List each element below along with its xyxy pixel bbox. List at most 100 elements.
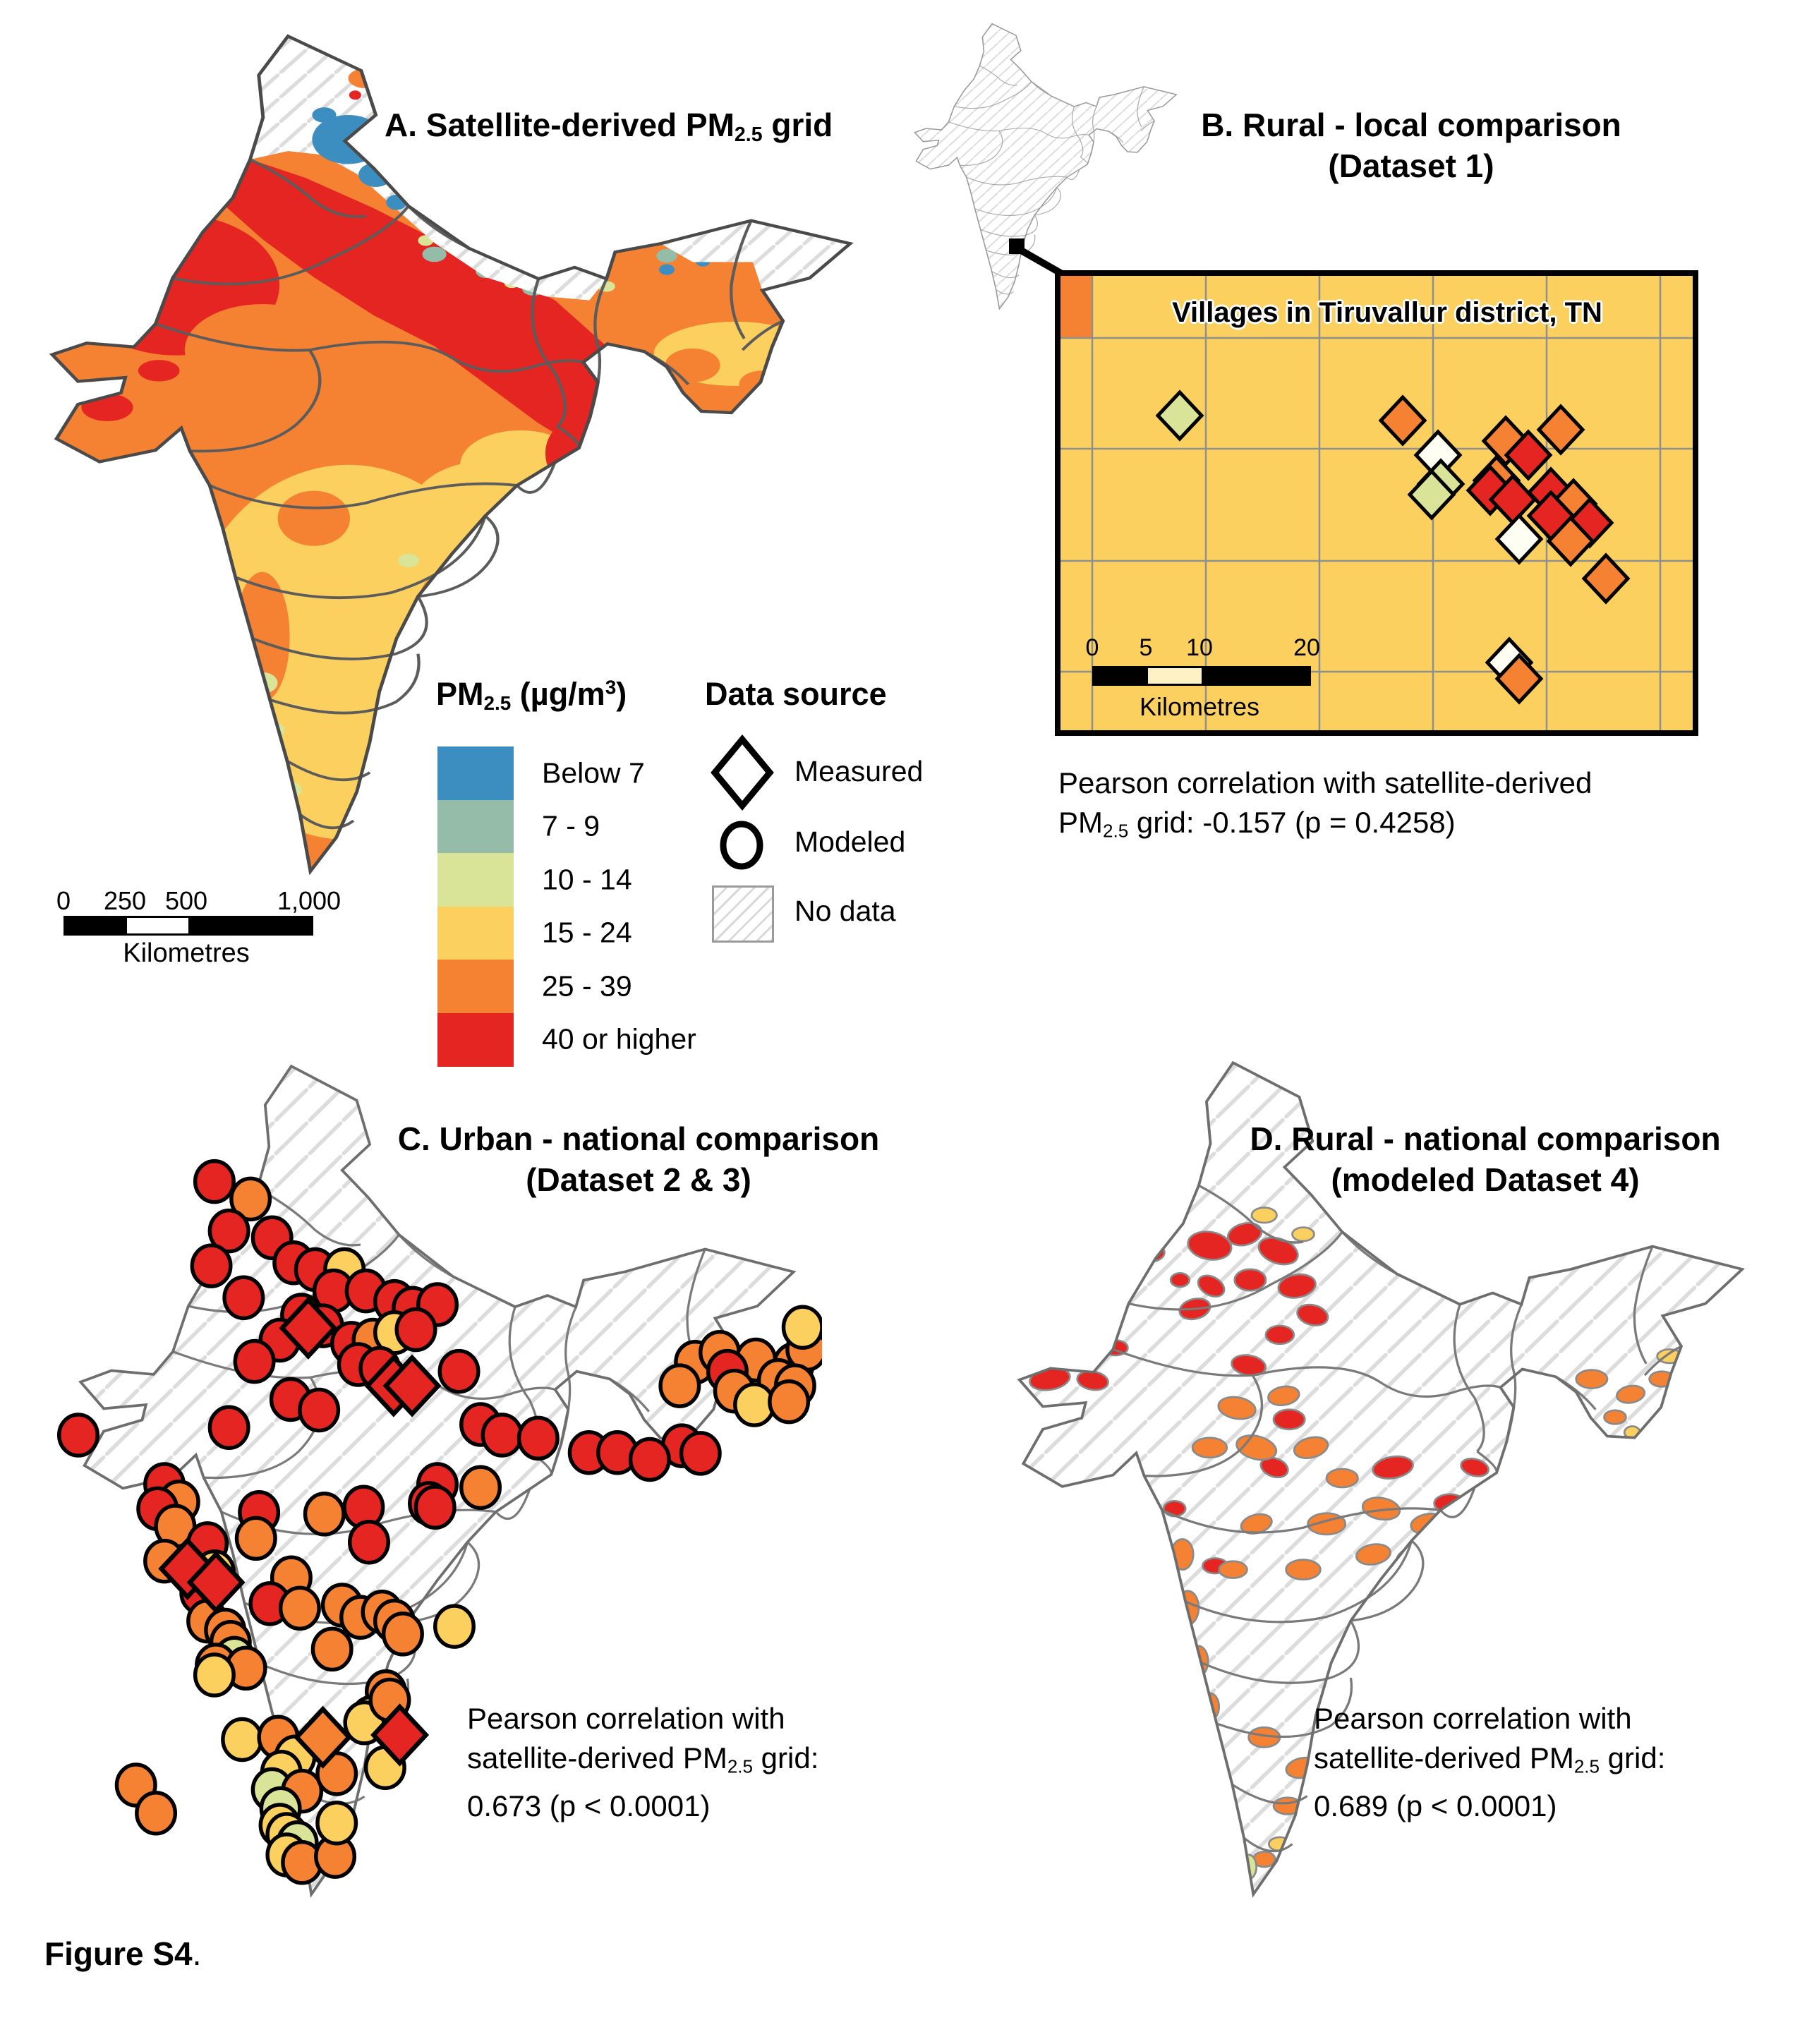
district-blob	[1331, 1665, 1368, 1688]
district-blob	[1130, 1596, 1152, 1626]
panel-a-title-post: grid	[762, 107, 833, 143]
measured-diamond-icon	[711, 734, 774, 811]
measured-diamond	[294, 1705, 353, 1769]
pm-legend-title-mid: (µg/m	[511, 676, 605, 712]
panel-d-title: D. Rural - national comparison (modeled …	[1238, 1118, 1732, 1200]
legend-row: 10 - 14	[437, 853, 734, 907]
legend-label: 40 or higher	[542, 1022, 696, 1056]
panel-c-caption-line3: 0.673 (p < 0.0001)	[467, 1789, 711, 1822]
scalebar-b: 0 5 10 20 Kilometres	[1060, 276, 1693, 730]
modeled-circle	[278, 1585, 321, 1631]
inset-title: Villages in Tiruvallur district, TN	[1172, 297, 1602, 328]
legend-row: Below 7	[437, 746, 734, 800]
figure-label: Figure S4.	[44, 1935, 201, 1973]
legend-swatch	[437, 853, 514, 907]
district-blob	[1682, 1334, 1704, 1348]
pm-legend-title: PM2.5 (µg/m3)	[436, 676, 627, 715]
pm-legend-title-pre: PM	[436, 676, 484, 712]
village-measured-diamond	[1536, 404, 1585, 456]
panel-c-caption-line2: satellite-derived PM2.5 grid:	[467, 1738, 905, 1786]
pm-legend-title-sup: 3	[605, 676, 617, 699]
map-satellite-pm25	[21, 25, 882, 882]
scalebar-a-seg1	[66, 918, 127, 933]
datasource-title: Data source	[705, 676, 887, 712]
modeled-circle	[234, 1516, 277, 1561]
tiruvallur-inset-map: Villages in Tiruvallur district, TN 0 5 …	[1055, 270, 1698, 736]
modeled-circle	[207, 1208, 250, 1254]
scalebar-a-seg3	[188, 918, 311, 933]
no-data-himalaya-region	[250, 36, 850, 301]
measured-diamond	[279, 1296, 338, 1360]
scalebar-b-tick-0: 0	[1085, 634, 1099, 661]
pm-legend-title-sub: 2.5	[483, 691, 512, 714]
scalebar-a: 0 250 500 1,000 Kilometres	[56, 886, 341, 968]
scalebar-a-tick-500: 500	[164, 886, 208, 915]
district-blob	[1372, 1455, 1414, 1480]
modeled-circle	[222, 1275, 265, 1321]
district-blob	[1267, 1385, 1300, 1406]
scalebar-b-tick-10: 10	[1186, 634, 1213, 661]
no-data-icon	[712, 885, 774, 943]
district-blob	[1187, 1230, 1233, 1261]
modeled-circle	[394, 1307, 437, 1353]
district-blob	[1298, 1841, 1324, 1862]
village-measured-diamond	[1546, 515, 1595, 567]
modeled-circle	[207, 1405, 250, 1451]
modeled-circle	[733, 1382, 776, 1427]
scalebar-b-tick-5: 5	[1139, 634, 1153, 661]
panel-a-title-sub: 2.5	[734, 123, 763, 147]
panel-a-title-text: A. Satellite-derived PM	[385, 107, 735, 143]
district-blob	[1575, 1369, 1609, 1389]
district-blob	[1272, 1408, 1306, 1431]
figure-label-bold: Figure S4	[44, 1935, 193, 1972]
scalebar-a-tick-1000: 1,000	[277, 886, 342, 915]
district-blob	[1285, 1885, 1306, 1894]
panel-b-caption-line2: PM2.5 grid: -0.157 (p = 0.4258)	[1058, 803, 1708, 851]
panel-c-title-line1: C. Urban - national comparison	[397, 1120, 880, 1157]
panel-d-title-line2: (modeled Dataset 4)	[1331, 1161, 1640, 1198]
district-blob	[1444, 1547, 1466, 1562]
scalebar-b-seg3	[1202, 668, 1309, 684]
panel-d-caption-sub: 2.5	[1573, 1755, 1600, 1777]
modeled-circle	[233, 1338, 276, 1384]
legend-row: 40 or higher	[437, 1012, 734, 1067]
panel-b-title-line2: (Dataset 1)	[1328, 147, 1494, 184]
panel-b-caption: Pearson correlation with satellite-deriv…	[1058, 763, 1708, 851]
modeled-circle	[768, 1379, 811, 1425]
district-blob	[1217, 1396, 1257, 1420]
modeled-circle-icon	[720, 821, 763, 870]
district-blob	[1325, 1468, 1359, 1489]
village-measured-diamond	[1494, 653, 1544, 705]
district-blob	[1603, 1409, 1627, 1425]
district-blob	[1250, 1207, 1278, 1224]
district-blob	[1233, 1268, 1267, 1292]
district-blob	[1458, 1529, 1492, 1549]
district-blob	[1291, 1226, 1315, 1242]
district-blob	[1162, 1500, 1187, 1518]
district-blob	[1218, 1560, 1248, 1579]
panel-c-title: C. Urban - national comparison (Dataset …	[392, 1118, 886, 1200]
panel-c-title-line2: (Dataset 2 & 3)	[526, 1161, 751, 1198]
no-data-label: No data	[794, 895, 896, 927]
legend-swatch	[437, 799, 514, 854]
scalebar-b-seg1	[1094, 668, 1148, 684]
district-blob	[1285, 1559, 1322, 1581]
scalebar-a-bar	[64, 916, 313, 936]
district-blob	[1197, 1274, 1226, 1298]
legend-label: 25 - 39	[542, 969, 632, 1002]
modeled-circle	[481, 1413, 524, 1458]
panel-d-title-line1: D. Rural - national comparison	[1250, 1120, 1721, 1157]
district-blob	[1169, 1272, 1191, 1288]
figure-label-period: .	[192, 1935, 202, 1972]
legend-row: 7 - 9	[437, 799, 734, 854]
panel-d-caption-grid: grid:	[1600, 1741, 1666, 1774]
panel-b-title: B. Rural - local comparison (Dataset 1)	[1164, 104, 1658, 186]
legend-row: 15 - 24	[437, 906, 734, 960]
scalebar-a-unit: Kilometres	[123, 938, 250, 968]
modeled-circle	[413, 1484, 457, 1530]
district-blob	[1372, 1650, 1406, 1671]
scalebar-b-seg2	[1148, 668, 1202, 684]
village-measured-diamond	[1407, 468, 1456, 521]
modeled-circle	[381, 1611, 424, 1657]
